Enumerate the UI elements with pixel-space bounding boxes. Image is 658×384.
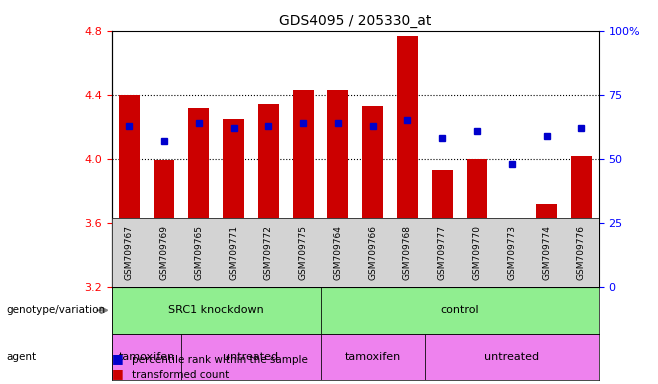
Bar (501, 234, 522, 287)
Text: GSM709768: GSM709768 (403, 225, 412, 280)
Bar (293, 90, 314, 287)
Bar (432, 170, 453, 287)
Bar (223, 119, 244, 287)
Text: tamoxifen: tamoxifen (345, 352, 401, 362)
Text: untreated: untreated (224, 352, 278, 362)
Text: SRC1 knockdown: SRC1 knockdown (168, 305, 264, 315)
FancyBboxPatch shape (112, 334, 182, 380)
Text: GSM709774: GSM709774 (542, 225, 551, 280)
FancyBboxPatch shape (320, 287, 599, 334)
Bar (188, 108, 209, 287)
Bar (536, 204, 557, 287)
Bar (153, 161, 174, 287)
Text: GSM709771: GSM709771 (229, 225, 238, 280)
Text: GSM709764: GSM709764 (334, 225, 342, 280)
Text: GSM709765: GSM709765 (194, 225, 203, 280)
Bar (571, 156, 592, 287)
Text: GSM709773: GSM709773 (507, 225, 517, 280)
Bar (397, 36, 418, 287)
Text: GSM709777: GSM709777 (438, 225, 447, 280)
Text: transformed count: transformed count (132, 370, 229, 380)
Text: genotype/variation: genotype/variation (7, 305, 106, 315)
FancyBboxPatch shape (182, 334, 320, 380)
Text: agent: agent (7, 352, 37, 362)
Text: GSM709769: GSM709769 (159, 225, 168, 280)
Text: GSM709770: GSM709770 (472, 225, 482, 280)
Bar (363, 106, 383, 287)
Bar (328, 90, 348, 287)
FancyBboxPatch shape (112, 287, 320, 334)
Text: GSM709772: GSM709772 (264, 225, 273, 280)
Text: untreated: untreated (484, 352, 540, 362)
Text: GSM709767: GSM709767 (125, 225, 134, 280)
Text: ■: ■ (112, 352, 124, 365)
Bar (119, 95, 139, 287)
Text: tamoxifen: tamoxifen (118, 352, 175, 362)
Bar (258, 104, 279, 287)
Text: ■: ■ (112, 367, 124, 380)
Bar (467, 159, 488, 287)
FancyBboxPatch shape (320, 334, 425, 380)
FancyBboxPatch shape (425, 334, 599, 380)
Text: GSM709776: GSM709776 (577, 225, 586, 280)
Text: GSM709766: GSM709766 (368, 225, 377, 280)
Title: GDS4095 / 205330_at: GDS4095 / 205330_at (279, 14, 432, 28)
Text: percentile rank within the sample: percentile rank within the sample (132, 355, 307, 365)
Text: control: control (440, 305, 479, 315)
Text: GSM709775: GSM709775 (299, 225, 308, 280)
